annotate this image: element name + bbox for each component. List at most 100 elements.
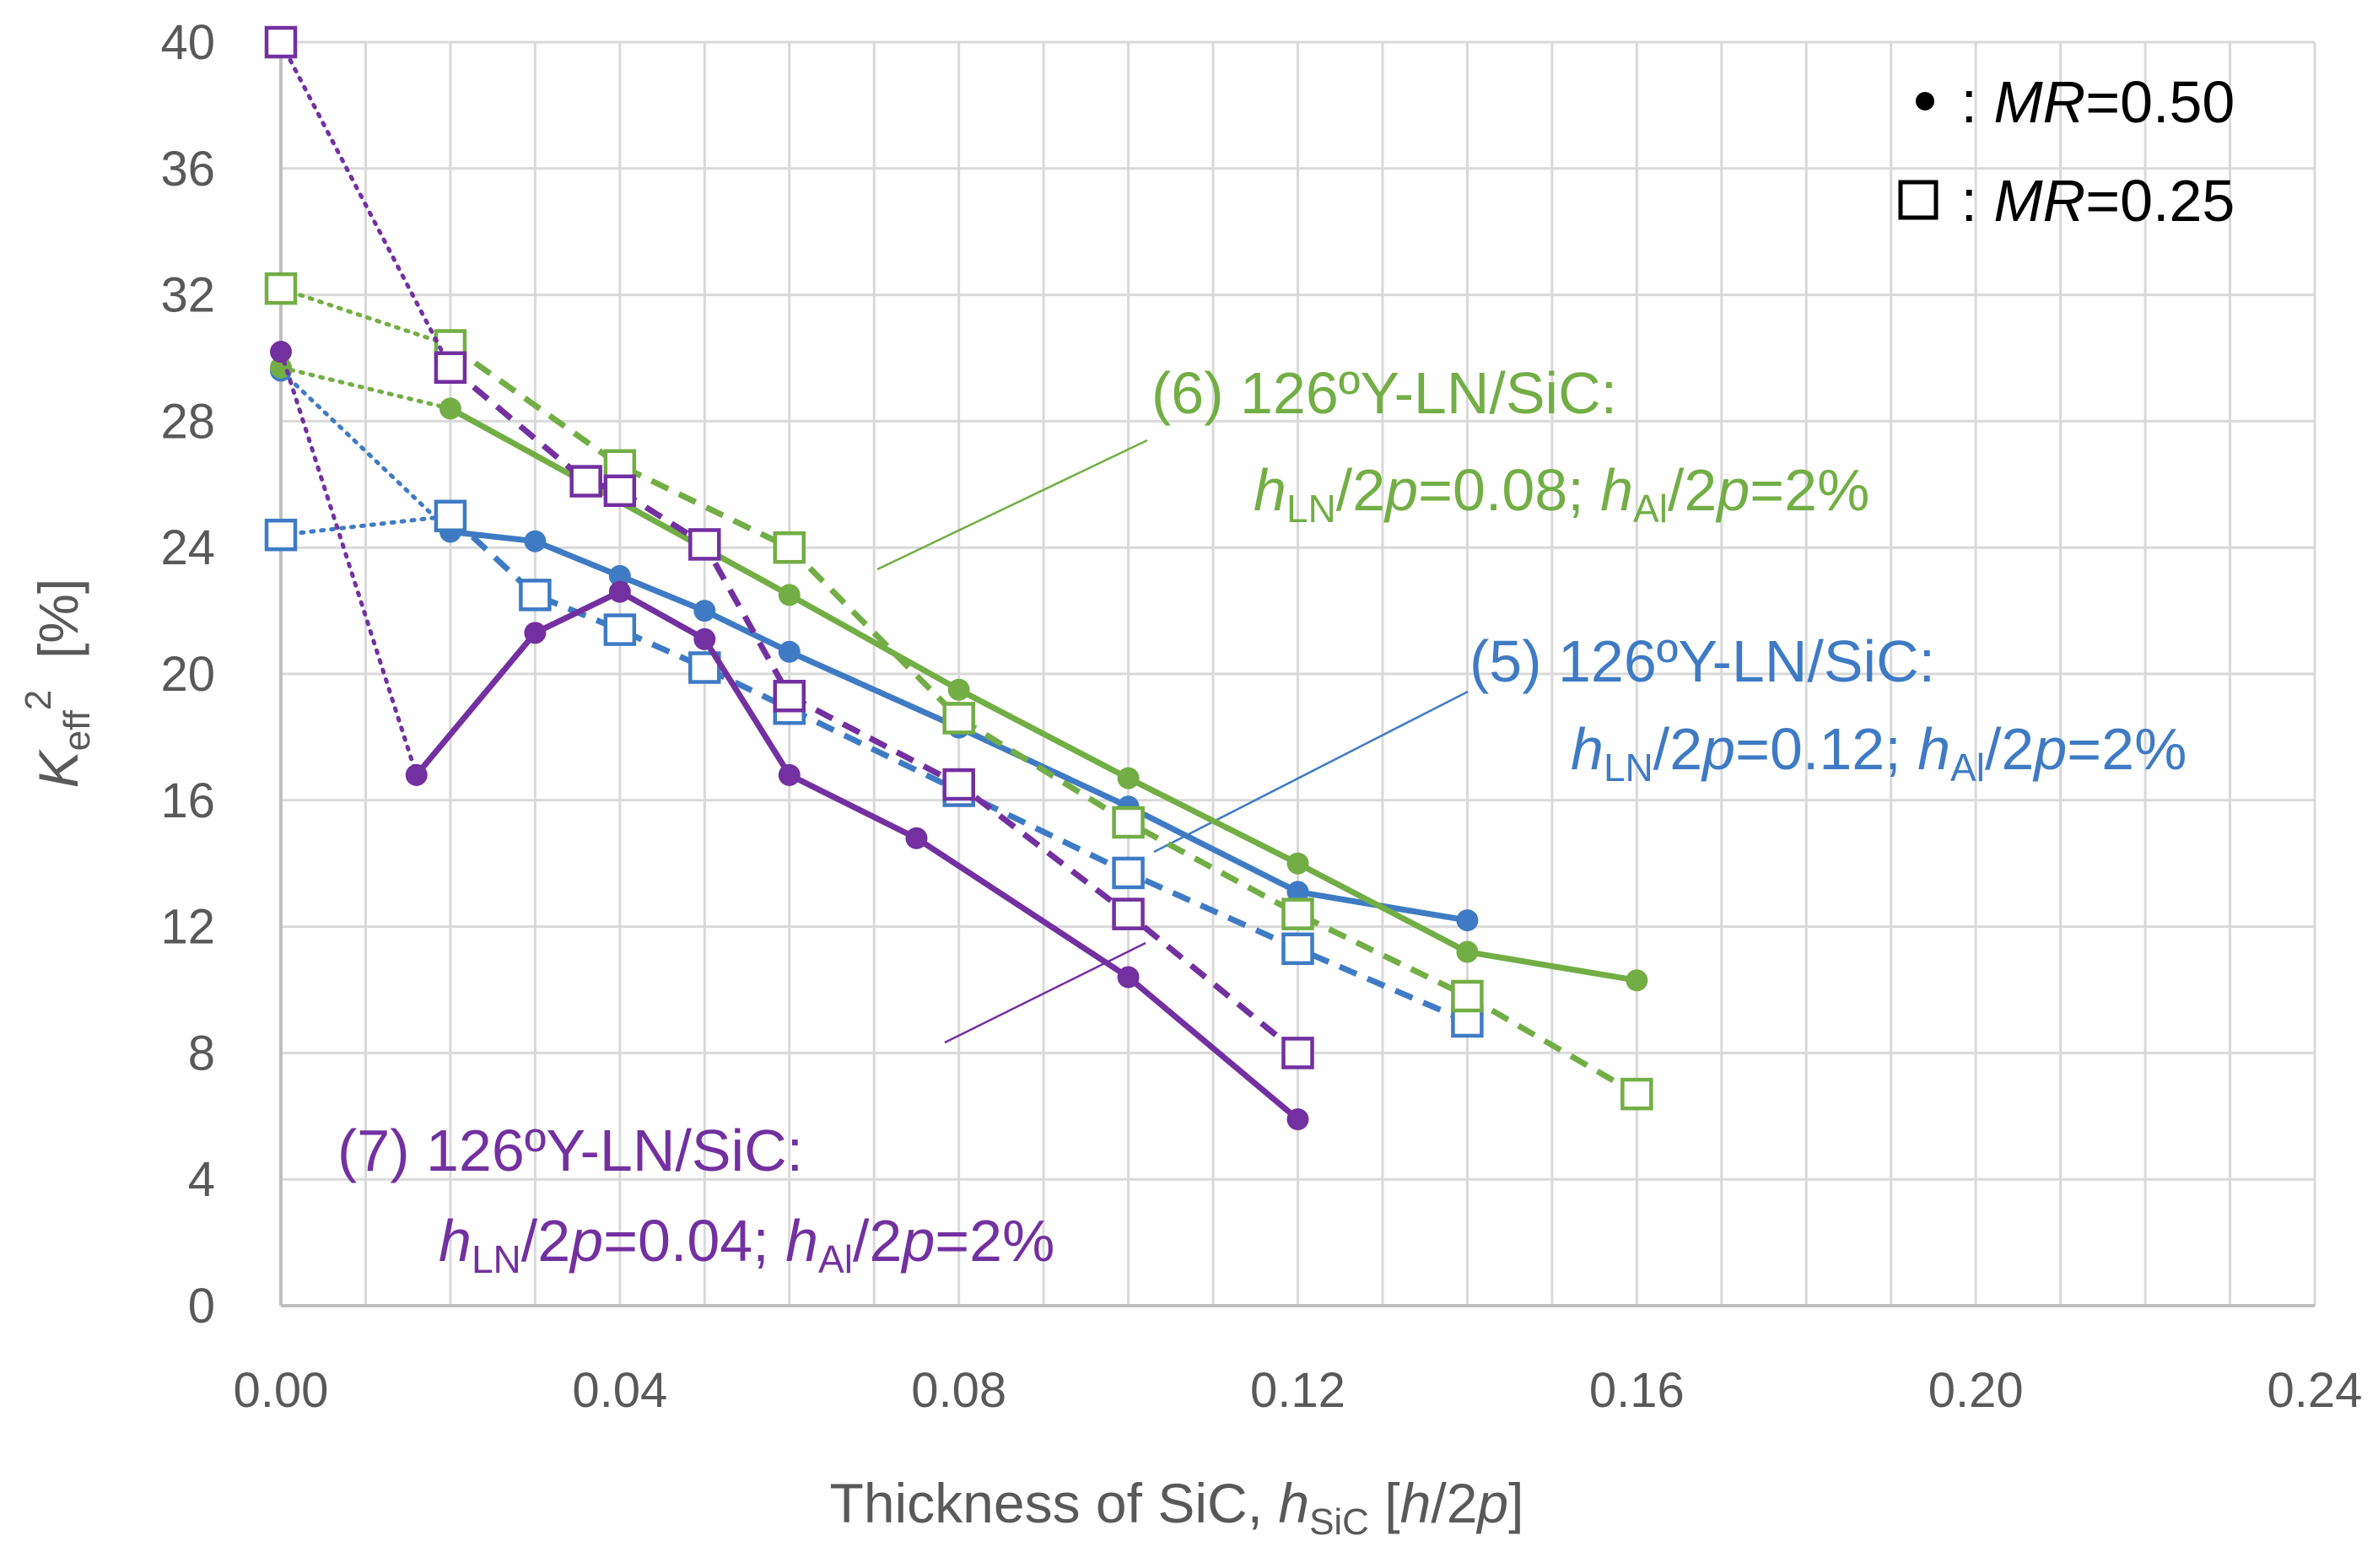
annotation-5-h1: h <box>1571 716 1604 782</box>
data-point <box>608 564 631 587</box>
y-axis-title-var: K <box>27 748 89 788</box>
data-point <box>778 584 801 606</box>
data-point <box>1451 979 1484 1013</box>
data-point <box>1456 940 1479 963</box>
y-tick-label: 28 <box>160 394 215 449</box>
annotation-7-line1: (7) 126ºY-LN/SiC: <box>337 1118 803 1183</box>
annotation-5-v2: =2% <box>2067 716 2187 782</box>
data-point <box>270 341 292 364</box>
annotation-7-line2: hLN/2p=0.04; hAl/2p=2% <box>439 1208 1054 1281</box>
y-axis-title-sup: 2 <box>18 690 59 710</box>
legend-circle-marker <box>1916 92 1934 110</box>
annotation-7-p1: p <box>569 1208 603 1274</box>
annotation-6-s2: Al <box>1633 487 1668 531</box>
annotation-7-s2: Al <box>818 1237 853 1281</box>
x-tick-label: 0.24 <box>2267 1363 2363 1418</box>
data-point <box>608 580 631 603</box>
y-tick-label: 12 <box>160 900 215 955</box>
series-group <box>264 25 1653 1131</box>
series-lead-line <box>278 369 453 534</box>
annotation-5-h2: h <box>1917 716 1950 782</box>
series--7-mr-0-25 <box>264 25 1314 1070</box>
data-point <box>1286 1108 1309 1131</box>
annotation-7-pointer <box>944 941 1146 1044</box>
x-tick-label: 0.04 <box>572 1363 667 1418</box>
series-line <box>448 342 1639 1097</box>
data-point <box>688 651 721 684</box>
y-axis-title-unit: [%] <box>27 579 89 690</box>
series-lead-line <box>278 365 453 411</box>
series--6-mr-0-50 <box>270 356 1648 992</box>
x-axis-title-text: Thickness of SiC, <box>830 1472 1279 1534</box>
data-point <box>519 579 552 612</box>
data-point <box>439 397 461 420</box>
data-point <box>693 628 716 650</box>
annotation-7-p2: p <box>900 1208 935 1274</box>
legend-item-mr025: : MR=0.25 <box>1944 168 2235 234</box>
annotation-6-h2: h <box>1600 457 1633 523</box>
series-lead-line <box>278 514 453 537</box>
annotation-6-v2: =2% <box>1750 457 1869 523</box>
legend-item-mr050-var: MR <box>1993 69 2085 135</box>
x-axis-title-unit-close: ] <box>1508 1472 1523 1534</box>
data-point <box>1281 1037 1314 1070</box>
annotation-6-pointer <box>876 439 1148 571</box>
y-tick-label: 4 <box>188 1152 215 1207</box>
data-point <box>264 25 298 59</box>
data-point <box>947 678 970 701</box>
annotation-5-v1: =0.12; <box>1735 716 1917 782</box>
data-point <box>1620 1077 1653 1111</box>
series--7-mr-0-50 <box>270 341 1309 1131</box>
legend-item-mr050-prefix: : <box>1944 69 1993 135</box>
annotation-5-s1: LN <box>1604 746 1653 789</box>
data-point <box>524 530 547 552</box>
annotation-5-s2: Al <box>1950 746 1985 789</box>
annotation-6-line1: (6) 126ºY-LN/SiC: <box>1151 360 1617 426</box>
data-point <box>1286 881 1309 903</box>
annotation-6-m2: /2 <box>1668 457 1717 523</box>
x-axis-ticks: 0.00 0.04 0.08 0.12 0.16 0.20 0.24 <box>234 1363 2363 1418</box>
y-axis-title-sub: eff <box>57 709 98 751</box>
legend-item-mr025-var: MR <box>1993 168 2085 234</box>
annotation-7: (7) 126ºY-LN/SiC: hLN/2p=0.04; hAl/2p=2% <box>337 1118 1054 1281</box>
x-tick-label: 0.16 <box>1589 1363 1685 1418</box>
series--6-mr-0-25 <box>264 272 1653 1111</box>
data-point <box>264 518 298 552</box>
annotation-5-m1: /2 <box>1653 716 1702 782</box>
annotation-6-h1: h <box>1254 457 1286 523</box>
data-point <box>778 763 801 786</box>
y-tick-label: 40 <box>160 15 215 70</box>
data-point <box>942 702 975 735</box>
y-tick-label: 32 <box>160 268 215 323</box>
data-point <box>1281 897 1314 930</box>
grid <box>279 40 2316 1307</box>
data-point <box>524 622 547 644</box>
data-point <box>434 351 467 384</box>
legend-item-mr025-prefix: : <box>1944 168 1993 234</box>
y-tick-label: 20 <box>160 647 215 702</box>
data-point <box>693 600 716 622</box>
legend-item-mr050: : MR=0.50 <box>1944 69 2235 135</box>
x-axis-title-unit-var2: p <box>1475 1472 1508 1534</box>
data-point <box>1626 969 1648 992</box>
annotation-6-v1: =0.08; <box>1418 457 1600 523</box>
annotation-7-h2: h <box>785 1208 818 1274</box>
x-axis-title-unit-rest: /2 <box>1431 1472 1477 1534</box>
annotation-5-m2: /2 <box>1985 716 2034 782</box>
series-line <box>448 514 1469 1025</box>
data-point <box>603 613 637 646</box>
data-point <box>264 272 298 305</box>
legend-item-mr050-value: =0.50 <box>2085 69 2235 135</box>
annotation-5-line1: (5) 126ºY-LN/SiC: <box>1469 628 1935 694</box>
data-point <box>1112 806 1145 839</box>
annotation-5-p1: p <box>1701 716 1735 782</box>
annotation-6-line2: hLN/2p=0.08; hAl/2p=2% <box>1254 457 1869 531</box>
y-tick-label: 36 <box>160 142 215 197</box>
legend-square-marker <box>1898 180 1939 220</box>
data-point <box>1112 856 1145 890</box>
data-point <box>778 640 801 663</box>
legend: : MR=0.50 : MR=0.25 <box>1898 69 2235 234</box>
annotation-6-m1: /2 <box>1336 457 1385 523</box>
series-lead-line <box>278 40 453 370</box>
